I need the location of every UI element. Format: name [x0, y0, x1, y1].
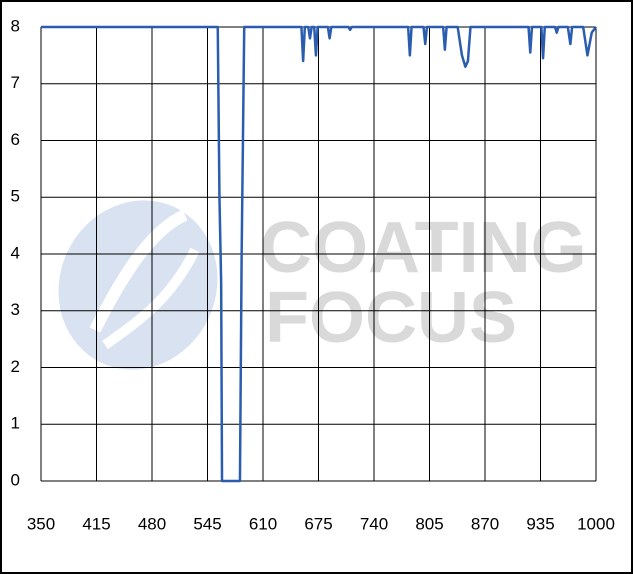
- x-tick-label: 805: [415, 514, 443, 533]
- y-tick-label: 8: [11, 16, 20, 35]
- y-tick-label: 7: [11, 73, 20, 92]
- watermark: COATING: [260, 208, 587, 288]
- x-tick-label: 610: [249, 514, 277, 533]
- y-tick-label: 0: [11, 470, 20, 489]
- logo: [58, 200, 218, 370]
- x-tick-label: 870: [471, 514, 499, 533]
- y-tick-label: 2: [11, 357, 20, 376]
- x-tick-label: 740: [360, 514, 388, 533]
- x-tick-label: 350: [27, 514, 55, 533]
- x-tick-label: 545: [193, 514, 221, 533]
- x-tick-label: 935: [526, 514, 554, 533]
- x-tick-label: 480: [138, 514, 166, 533]
- line: [41, 25, 597, 483]
- y-tick-label: 1: [11, 414, 20, 433]
- x-tick-label: 415: [82, 514, 110, 533]
- y-tick-label: 3: [11, 300, 20, 319]
- y-tick-label: 6: [11, 130, 20, 149]
- watermark: FOCUS: [265, 278, 517, 358]
- x-tick-label: 1000: [577, 514, 615, 533]
- y-tick-label: 4: [11, 243, 20, 262]
- y-tick-label: 5: [11, 187, 20, 206]
- x-tick-label: 675: [304, 514, 332, 533]
